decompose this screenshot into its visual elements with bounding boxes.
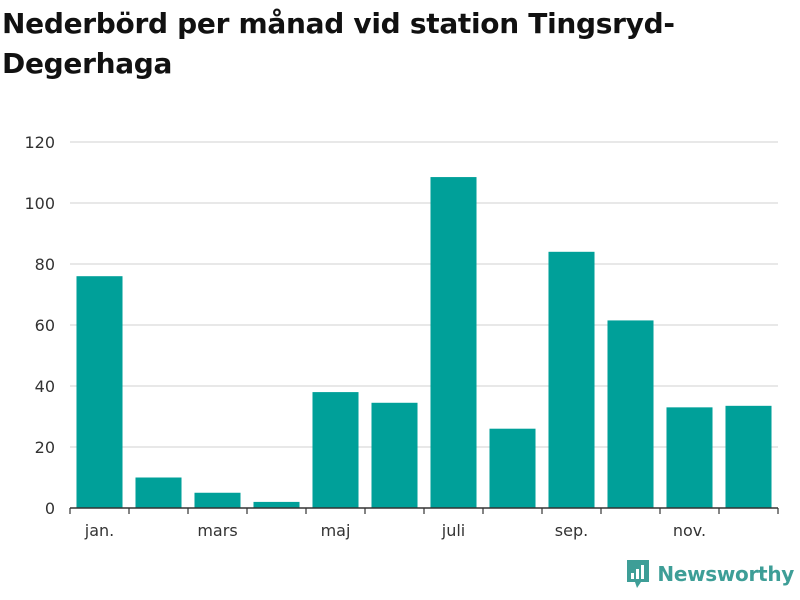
bar-jan bbox=[76, 276, 123, 508]
bar-nov bbox=[666, 407, 713, 508]
y-tick-label: 60 bbox=[35, 316, 55, 335]
newsworthy-brand: Newsworthy bbox=[625, 558, 794, 590]
y-tick-label: 0 bbox=[45, 499, 55, 518]
bar-dec bbox=[725, 405, 772, 508]
newsworthy-wordmark: Newsworthy bbox=[657, 562, 794, 586]
gridlines bbox=[70, 141, 778, 448]
bar-sep bbox=[548, 251, 595, 509]
bar-maj bbox=[312, 392, 359, 508]
y-tick-label: 40 bbox=[35, 377, 55, 396]
x-tick-label: jan. bbox=[84, 521, 114, 540]
bar-april bbox=[253, 501, 300, 508]
x-axis-tick-labels: jan. mars maj juli sep. nov. bbox=[84, 521, 706, 540]
x-tick-label: mars bbox=[197, 521, 237, 540]
chart-title: Nederbörd per månad vid station Tingsryd… bbox=[2, 7, 675, 80]
x-tick-label: sep. bbox=[555, 521, 588, 540]
newsworthy-logo-icon bbox=[627, 560, 650, 588]
bar-mars bbox=[194, 492, 241, 508]
y-tick-label: 20 bbox=[35, 438, 55, 457]
bar-juli bbox=[430, 177, 477, 508]
x-tick-label: maj bbox=[321, 521, 351, 540]
bar-okt bbox=[607, 320, 654, 508]
bar-juni bbox=[371, 402, 418, 508]
x-axis-ticks bbox=[69, 508, 779, 514]
y-tick-label: 80 bbox=[35, 255, 55, 274]
y-tick-label: 100 bbox=[24, 194, 55, 213]
x-tick-label: juli bbox=[441, 521, 465, 540]
bars bbox=[76, 177, 772, 509]
y-axis-tick-labels: 0 20 40 60 80 100 120 bbox=[24, 133, 55, 518]
bar-aug bbox=[489, 428, 536, 508]
x-tick-label: nov. bbox=[673, 521, 706, 540]
bar-feb bbox=[135, 477, 182, 508]
y-tick-label: 120 bbox=[24, 133, 55, 152]
